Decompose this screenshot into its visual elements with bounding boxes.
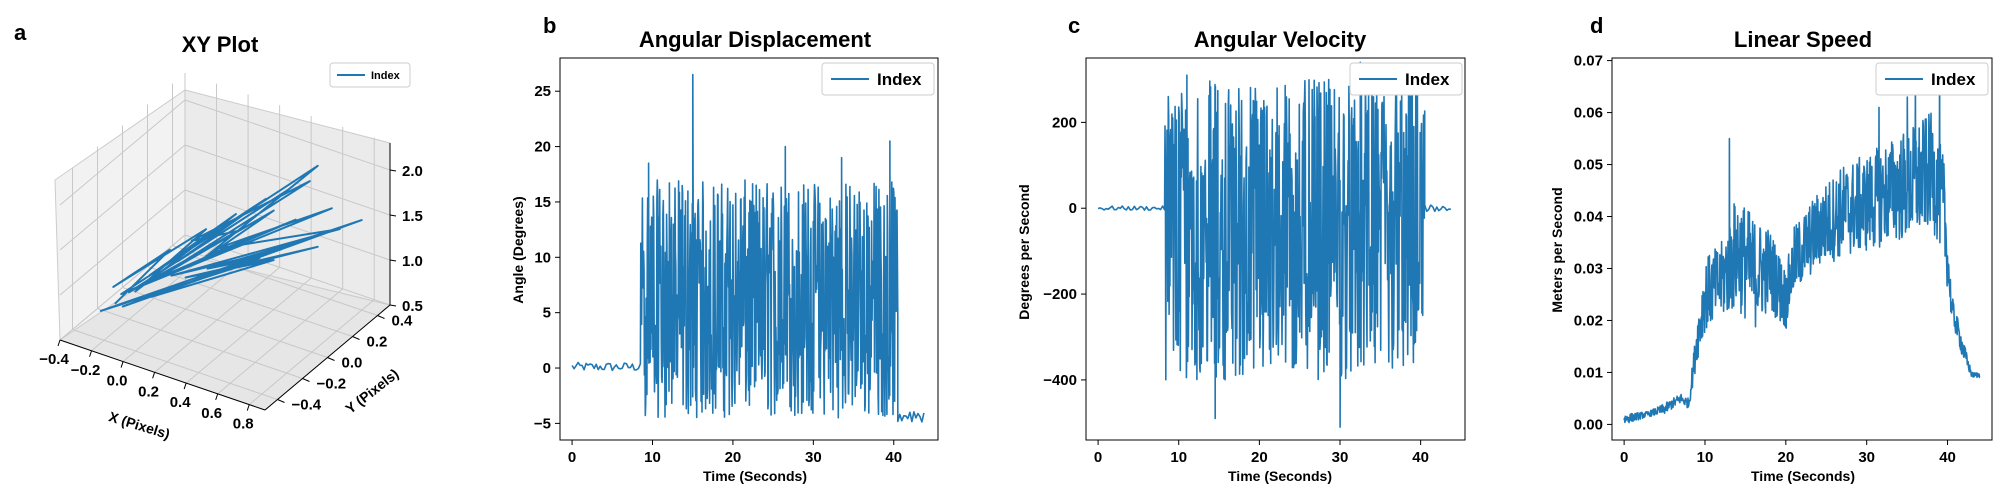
- x-tick-label: 40: [1412, 449, 1429, 466]
- y-tick-label: 0.0: [342, 355, 363, 372]
- legend-label-index-c: Index: [1405, 70, 1450, 89]
- panel-label-b: b: [543, 13, 556, 38]
- legend-a: Index: [329, 62, 411, 88]
- 3d-tick-labels: −0.4−0.20.00.20.40.60.8−0.4−0.20.00.20.4…: [39, 163, 423, 433]
- legend-c: Index: [1349, 62, 1463, 96]
- x-tick-label: −0.4: [39, 351, 69, 368]
- series-line-index: [99, 164, 363, 312]
- x-tick-label: 10: [1170, 449, 1187, 466]
- plot-area-c: 0 10 20 30 40 −400 −200 0 200: [1043, 57, 1466, 466]
- x-tick-label: 0.0: [107, 373, 128, 390]
- x-tick-label: 30: [1332, 449, 1349, 466]
- x-tick-label: 40: [885, 449, 902, 466]
- x-tick-label: 0.4: [170, 394, 192, 411]
- x-tick-label: 0: [1094, 449, 1102, 466]
- y-tick-label: 0.06: [1574, 105, 1603, 122]
- y-tick-label: 0.05: [1574, 157, 1603, 174]
- 3d-gridlines: [59, 73, 391, 405]
- series-line-index: [571, 73, 925, 423]
- y-tick-label: 200: [1052, 114, 1077, 131]
- series-line-index: [1097, 61, 1452, 428]
- y-tick-label: −200: [1043, 286, 1077, 303]
- series-line-index: [1623, 70, 1981, 424]
- y-axis-label-b: Angle (Degrees): [510, 196, 526, 303]
- legend-d: Index: [1875, 62, 1989, 96]
- z-tick-label: 0.5: [402, 298, 423, 315]
- panel-a-xy-plot: a XY Plot −0.4−0.20.00.20.40.60.8−0.4−0.…: [14, 20, 423, 442]
- x-tick-label: 0: [568, 449, 576, 466]
- y-tick-label: 15: [534, 194, 551, 211]
- x-axis-line: [59, 339, 266, 411]
- x-axis-label-b: Time (Seconds): [703, 468, 807, 484]
- x-tick-label: 20: [1251, 449, 1268, 466]
- y-tick-label: −0.4: [292, 397, 322, 414]
- x-tick-label: 0.6: [201, 405, 222, 422]
- axes-frame: [1611, 57, 1993, 441]
- y-tick-label: 20: [534, 139, 551, 156]
- chart-title-angular-velocity: Angular Velocity: [1194, 27, 1367, 52]
- y-tick-label: 0.03: [1574, 260, 1603, 277]
- x-tick-label: 20: [1777, 449, 1794, 466]
- panel-c-angular-velocity: c Angular Velocity 0 10 20 30 40 −400 −200 0 200…: [1016, 13, 1466, 484]
- z-tick-label: 1.0: [402, 253, 423, 270]
- x-axis-label-d: Time (Seconds): [1751, 468, 1855, 484]
- x-tick-label: 0.2: [138, 383, 159, 400]
- legend-label-index-a: Index: [371, 70, 401, 82]
- y-tick-label: 0.04: [1574, 209, 1604, 226]
- chart-title-linear-speed: Linear Speed: [1734, 27, 1872, 52]
- x-tick-label: 10: [1697, 449, 1714, 466]
- x-tick-label: 0.8: [233, 416, 254, 433]
- y-axis-label-d: Meters per Second: [1549, 187, 1565, 312]
- plot-area-d: 0 10 20 30 40 0.00 0.01 0.02 0.03 0.04 0.05 0.06 0.0…: [1574, 53, 1993, 466]
- y-tick-label: 5: [543, 305, 551, 322]
- chart-title-xy-plot: XY Plot: [182, 32, 259, 57]
- legend-b: Index: [821, 62, 935, 96]
- chart-title-angular-displacement: Angular Displacement: [639, 27, 872, 52]
- panel-label-a: a: [14, 20, 27, 45]
- legend-label-index-d: Index: [1931, 70, 1976, 89]
- plot-area-b: 0 10 20 30 40 −5 0 5 10 15 20 25: [534, 57, 939, 466]
- x-tick-label: 10: [644, 449, 661, 466]
- z-tick-label: 2.0: [402, 163, 423, 180]
- x-tick-label: 40: [1939, 449, 1956, 466]
- y-tick-label: 0.02: [1574, 312, 1603, 329]
- y-tick-label: 0.2: [367, 334, 388, 351]
- x-tick-label: 0: [1620, 449, 1628, 466]
- panel-d-linear-speed: d Linear Speed 0 10 20 30 40 0.00 0.01 0.02 0.03…: [1549, 13, 1993, 484]
- y-tick-label: −400: [1043, 372, 1077, 389]
- x-tick-label: 30: [805, 449, 822, 466]
- panel-label-c: c: [1068, 13, 1080, 38]
- y-tick-label: −0.2: [317, 376, 347, 393]
- y-tick-label: 25: [534, 83, 551, 100]
- y-tick-label: 10: [534, 249, 551, 266]
- panel-b-angular-displacement: b Angular Displacement 0 10 20 30 40 −5 0 5 10 15…: [510, 13, 939, 484]
- series-index-3d-line: [99, 164, 363, 312]
- y-tick-label: 0.07: [1574, 53, 1603, 70]
- y-tick-label: −5: [534, 415, 551, 432]
- y-tick-label: 0.4: [392, 313, 414, 330]
- axes-frame: [1085, 57, 1466, 441]
- x-tick-label: 20: [725, 449, 742, 466]
- y-tick-label: 0: [1069, 200, 1077, 217]
- axes-frame: [559, 57, 939, 441]
- y-axis-label-c: Degrees per Second: [1016, 184, 1032, 319]
- y-tick-label: 0.01: [1574, 364, 1603, 381]
- legend-label-index-b: Index: [877, 70, 922, 89]
- x-axis-label-c: Time (Seconds): [1228, 468, 1332, 484]
- x-tick-label: 30: [1858, 449, 1875, 466]
- z-tick-label: 1.5: [402, 208, 423, 225]
- y-tick-label: 0.00: [1574, 416, 1603, 433]
- y-axis-label-a: Y (Pixels): [342, 365, 401, 416]
- y-tick-label: 0: [543, 360, 551, 377]
- x-tick-label: −0.2: [71, 362, 101, 379]
- panel-label-d: d: [1590, 13, 1603, 38]
- x-axis-label-a: X (Pixels): [107, 408, 172, 442]
